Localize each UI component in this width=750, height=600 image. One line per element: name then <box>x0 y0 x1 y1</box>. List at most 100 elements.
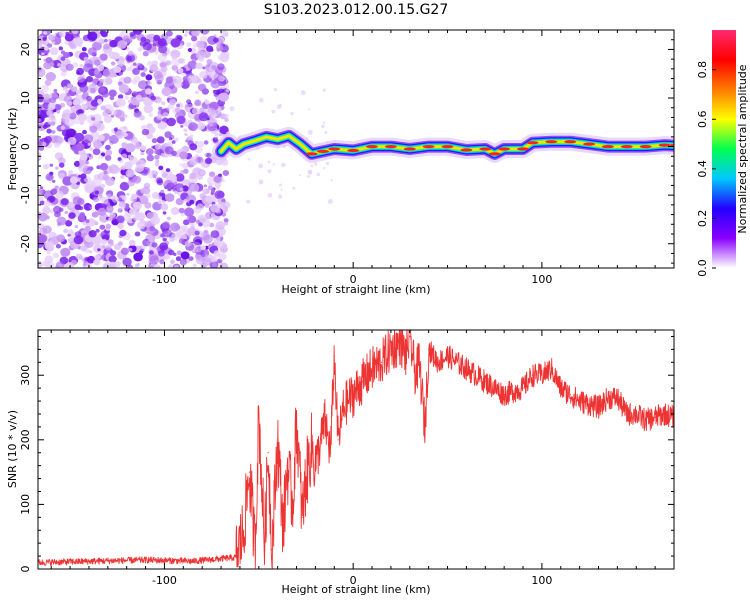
noise-blob <box>166 117 176 127</box>
noise-blob <box>58 46 63 51</box>
noise-blob <box>114 109 125 119</box>
noise-blob <box>178 225 189 235</box>
noise-blob <box>137 47 143 52</box>
ridge-peak <box>317 149 329 153</box>
noise-blob <box>170 58 180 67</box>
noise-blob <box>100 105 106 111</box>
noise-blob <box>191 30 200 37</box>
noise-blob <box>84 256 90 262</box>
noise-blob <box>111 61 116 66</box>
noise-blob <box>83 134 94 144</box>
noise-blob <box>80 154 88 162</box>
noise-blob <box>180 212 185 217</box>
noise-blob <box>80 173 87 179</box>
noise-blob <box>144 221 152 228</box>
noise-blob <box>157 121 167 130</box>
noise-blob <box>213 175 222 183</box>
noise-blob <box>66 83 73 89</box>
noise-blob <box>131 193 138 200</box>
noise-blob <box>97 207 107 216</box>
noise-blob <box>109 263 116 268</box>
noise-blob <box>146 154 154 162</box>
snr-point <box>314 465 316 467</box>
noise-blob <box>191 35 198 42</box>
noise-blob <box>74 204 82 211</box>
noise-blob <box>273 88 277 92</box>
noise-blob <box>200 170 206 175</box>
noise-blob <box>55 261 65 268</box>
noise-blob <box>117 157 122 161</box>
noise-blob <box>280 188 283 191</box>
noise-blob <box>141 128 150 136</box>
snr-point <box>254 549 256 551</box>
noise-blob <box>203 229 209 235</box>
noise-blob <box>38 43 43 49</box>
snr-point <box>329 452 332 454</box>
noise-blob <box>51 188 58 194</box>
noise-blob <box>52 252 60 259</box>
noise-blob <box>58 157 66 165</box>
noise-blob <box>183 168 189 174</box>
noise-blob <box>53 142 60 148</box>
noise-blob <box>169 222 181 232</box>
noise-blob <box>76 71 81 75</box>
noise-blob <box>162 237 167 242</box>
noise-blob <box>154 143 162 150</box>
noise-blob <box>38 188 43 194</box>
noise-blob <box>224 117 229 123</box>
noise-blob <box>68 170 74 175</box>
spectrogram-x-tick-label: -100 <box>152 273 177 286</box>
noise-blob <box>205 195 214 203</box>
noise-blob <box>184 179 188 183</box>
noise-blob <box>38 124 43 129</box>
noise-blob <box>77 214 86 222</box>
noise-blob <box>156 179 164 186</box>
noise-blob <box>137 221 146 229</box>
noise-blob <box>217 241 227 250</box>
snr-point <box>333 355 335 357</box>
noise-blob <box>65 220 73 227</box>
noise-blob <box>77 113 88 122</box>
noise-blob <box>103 170 108 175</box>
noise-blob <box>80 77 86 82</box>
noise-blob <box>187 48 193 52</box>
ridge-peak <box>658 143 671 147</box>
noise-blob <box>127 154 132 159</box>
noise-blob <box>197 83 207 92</box>
ridge-peak <box>620 145 633 149</box>
noise-blob <box>191 107 200 115</box>
snr-point <box>145 559 147 561</box>
spectrogram-y-ticks: -20 -10 0 10 20 <box>19 29 674 264</box>
noise-blob <box>108 89 117 97</box>
noise-blob <box>180 251 190 260</box>
snr-point <box>541 374 543 376</box>
noise-blob <box>88 230 97 238</box>
noise-blob <box>49 97 57 104</box>
noise-blob <box>160 233 165 238</box>
noise-blob <box>45 173 54 181</box>
noise-blob <box>162 112 169 118</box>
noise-blob <box>84 225 91 232</box>
noise-blob <box>42 124 48 129</box>
noise-blob <box>152 43 157 47</box>
noise-blob <box>156 114 163 120</box>
noise-blob <box>209 48 214 52</box>
noise-blob <box>229 106 235 112</box>
noise-blob <box>71 86 78 93</box>
noise-blob <box>216 191 225 199</box>
snr-point <box>324 419 326 421</box>
noise-blob <box>161 199 166 205</box>
noise-blob <box>321 124 325 129</box>
noise-blob <box>151 46 157 52</box>
noise-blob <box>165 60 172 66</box>
noise-blob <box>142 124 147 129</box>
snr-point <box>235 556 237 559</box>
noise-blob <box>116 101 122 106</box>
noise-blob <box>95 228 100 233</box>
noise-blob <box>85 219 90 223</box>
noise-blob <box>203 184 208 188</box>
noise-blob <box>323 166 326 170</box>
noise-blob <box>92 148 101 156</box>
noise-blob <box>55 166 59 170</box>
